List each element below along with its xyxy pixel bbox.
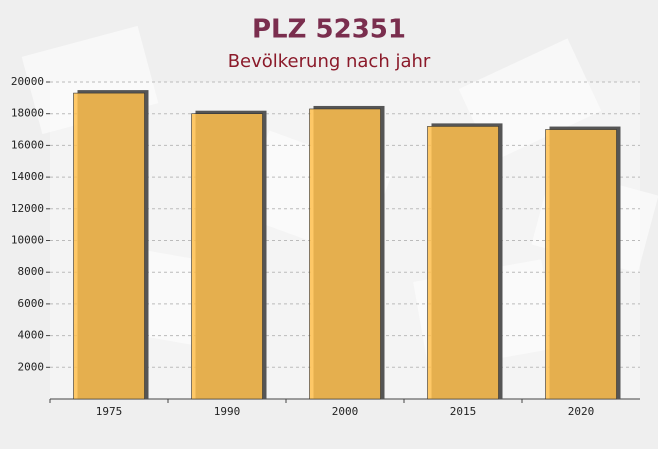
x-tick-label: 1990 <box>214 405 241 418</box>
y-tick-label: 18000 <box>11 107 44 120</box>
chart-subtitle: Bevölkerung nach jahr <box>228 51 431 72</box>
bar <box>73 92 145 400</box>
y-tick-label: 16000 <box>11 138 44 151</box>
y-tick-label: 10000 <box>11 234 44 247</box>
x-tick-label: 2000 <box>332 405 359 418</box>
x-tick-label: 2020 <box>568 405 595 418</box>
y-tick-label: 2000 <box>18 360 45 373</box>
y-tick-label: 12000 <box>11 202 44 215</box>
y-tick-label: 8000 <box>18 265 45 278</box>
bar <box>545 129 617 400</box>
bar <box>427 126 499 400</box>
y-tick-label: 4000 <box>18 329 45 342</box>
y-tick-label: 14000 <box>11 170 44 183</box>
bar <box>309 108 381 400</box>
x-tick-label: 1975 <box>96 405 123 418</box>
y-tick-label: 20000 <box>11 75 44 88</box>
y-tick-label: 6000 <box>18 297 45 310</box>
bar <box>191 113 263 400</box>
chart-title: PLZ 52351 <box>252 15 406 45</box>
x-tick-label: 2015 <box>450 405 477 418</box>
